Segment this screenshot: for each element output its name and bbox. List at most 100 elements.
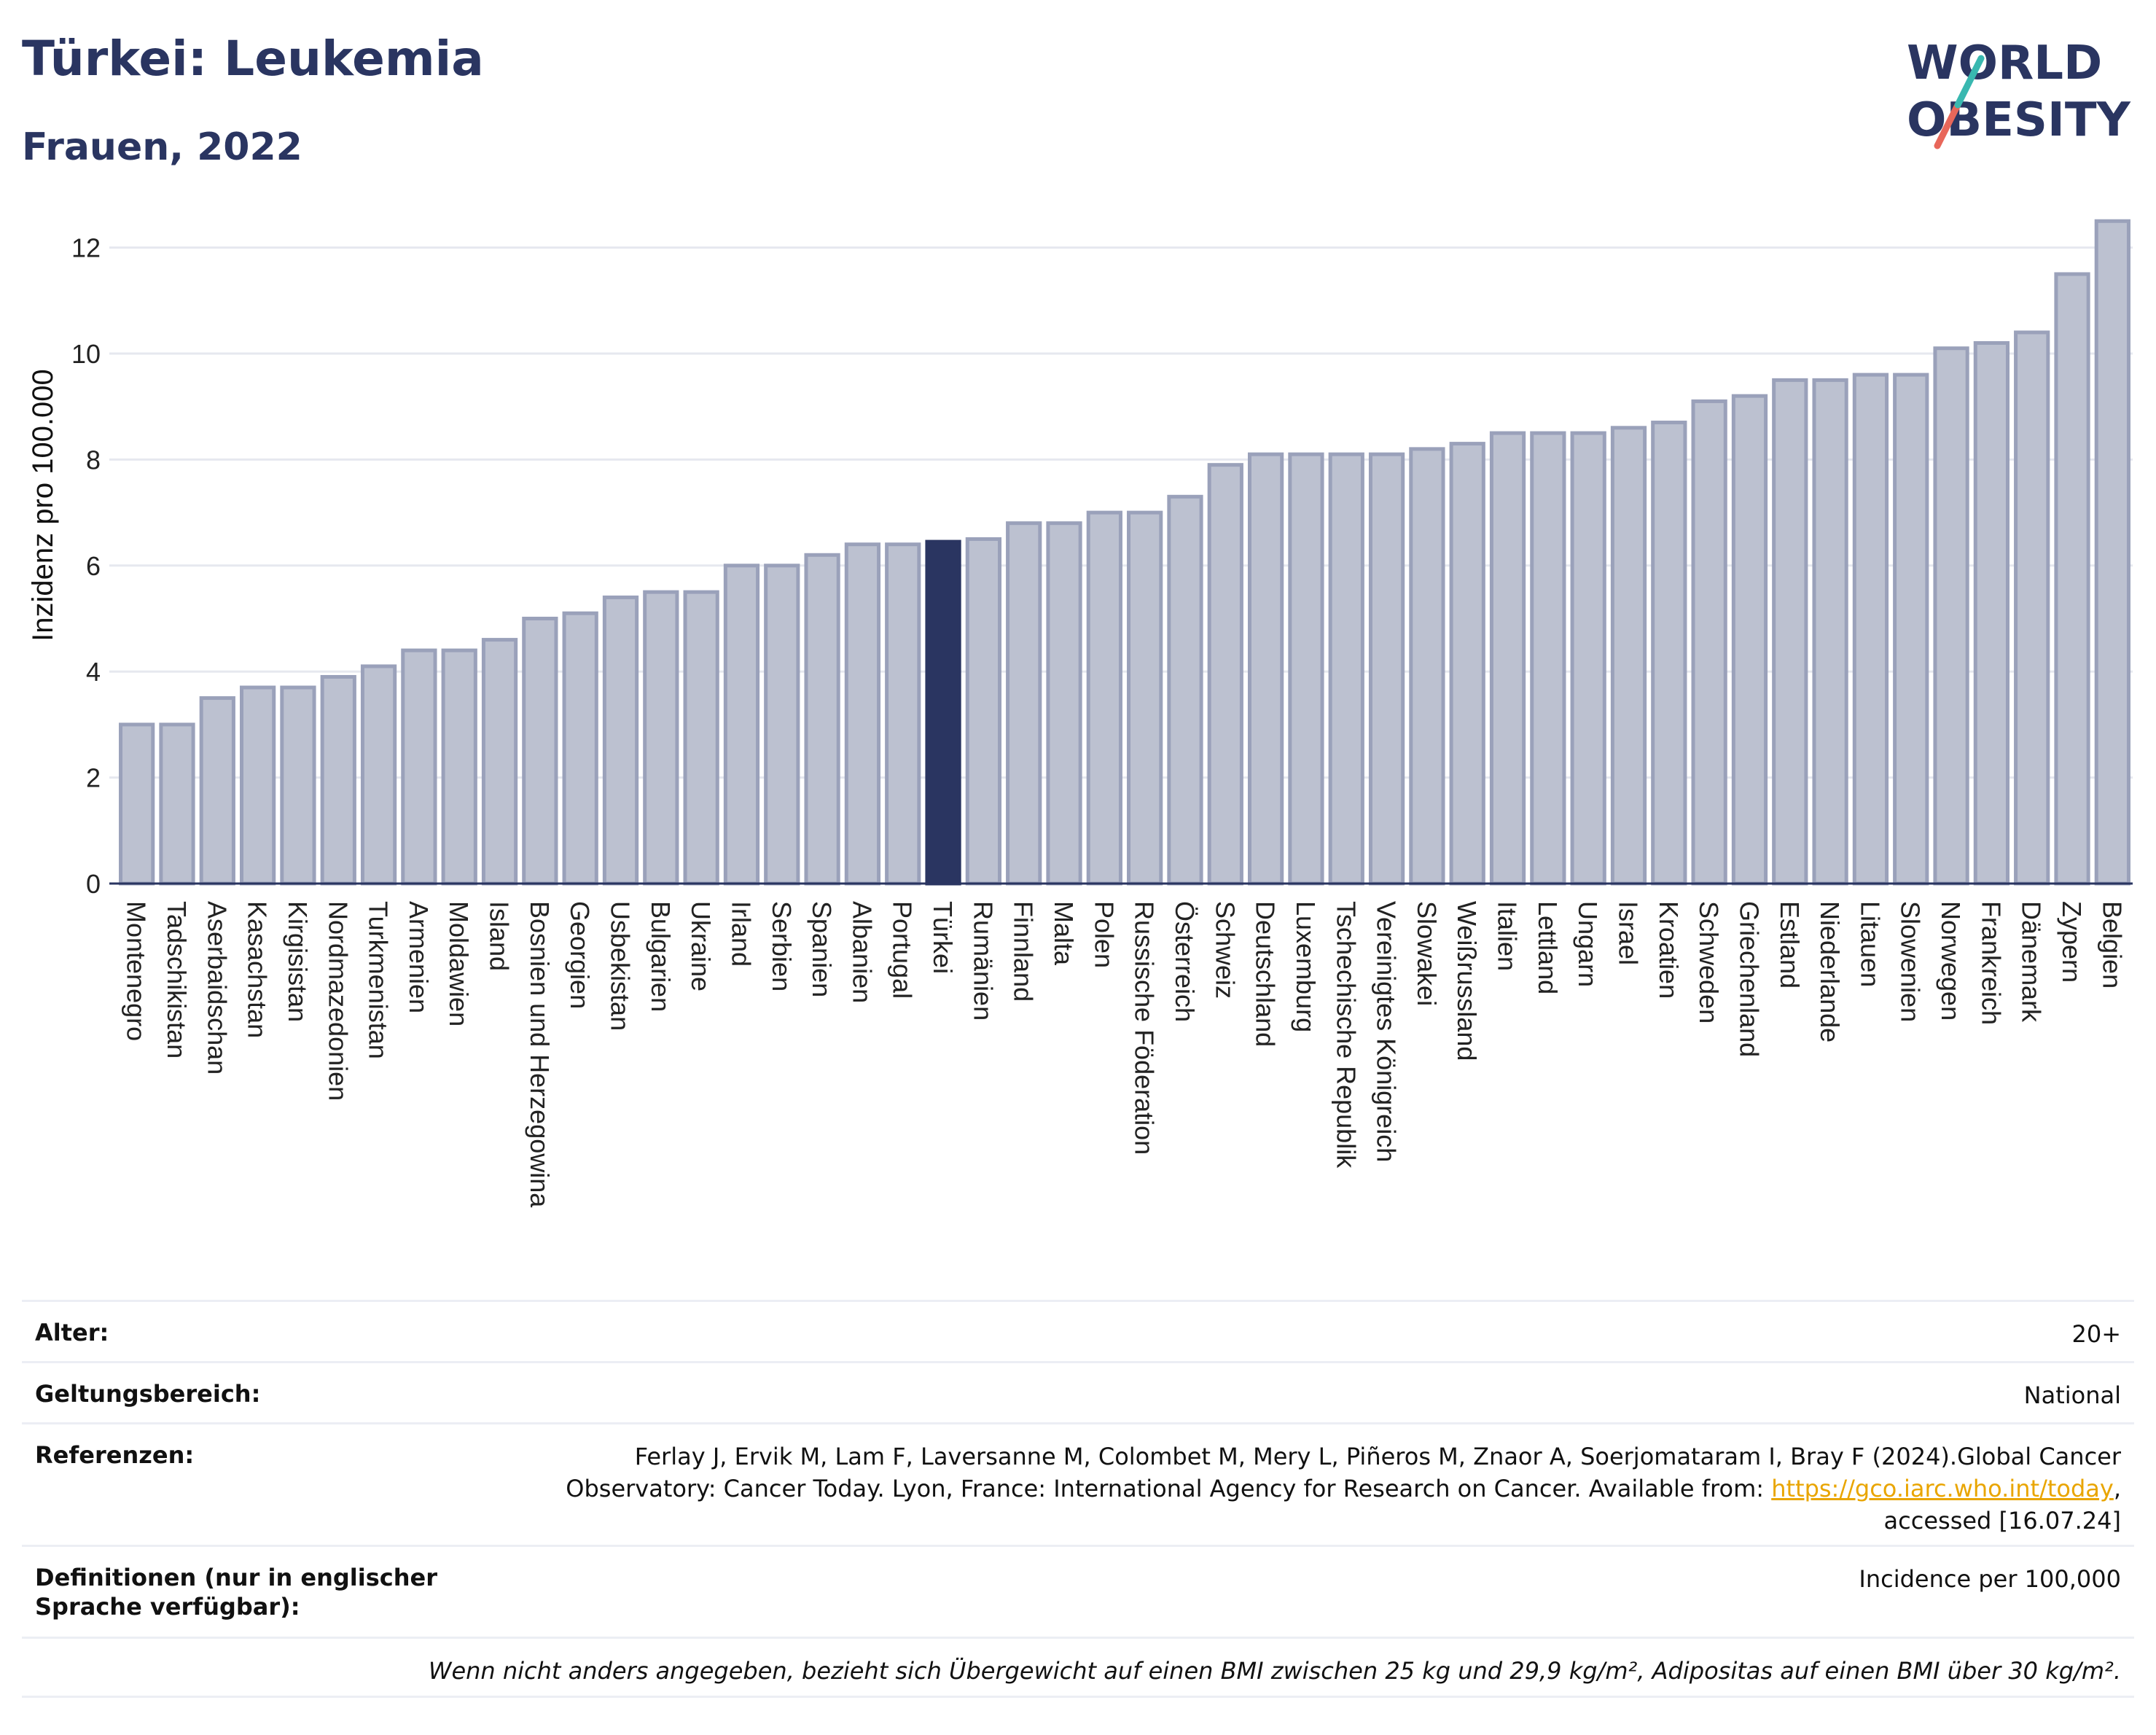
- x-tick-label: Slowenien: [1896, 901, 1926, 1022]
- definitions-value: Incidence per 100,000: [1859, 1565, 2121, 1593]
- x-tick-label: Irland: [726, 901, 756, 967]
- x-tick-label: Norwegen: [1936, 901, 1966, 1021]
- bar: [280, 685, 316, 886]
- bar: [1933, 346, 1969, 886]
- x-tick-label: Belgien: [2097, 901, 2127, 989]
- references-label: Referenzen:: [35, 1441, 195, 1469]
- y-axis-label: Inzidenz pro 100.000: [27, 369, 59, 642]
- bar: [683, 590, 719, 886]
- bar: [441, 648, 477, 886]
- bar: [1449, 442, 1485, 886]
- references-line2: Observatory: Cancer Today. Lyon, France:…: [566, 1473, 2121, 1505]
- x-tick-label: Russische Föderation: [1130, 901, 1160, 1155]
- bar: [1328, 452, 1364, 886]
- y-tick-label: 6: [86, 551, 101, 581]
- x-tick-label: Luxemburg: [1291, 901, 1321, 1032]
- x-tick-label: Niederlande: [1815, 901, 1845, 1042]
- chart-title: Türkei: Leukemia: [22, 31, 484, 87]
- x-tick-label: Italien: [1493, 901, 1523, 971]
- x-tick-label: Türkei: [928, 901, 958, 974]
- bar: [1288, 452, 1324, 886]
- references-line2-text: Observatory: Cancer Today. Lyon, France:…: [566, 1475, 1772, 1502]
- x-tick-label: Ukraine: [686, 901, 716, 991]
- bar: [1046, 521, 1082, 886]
- x-tick-label: Schweiz: [1210, 901, 1240, 999]
- x-tick-label: Georgien: [565, 901, 595, 1009]
- bar: [239, 685, 276, 886]
- scope-label: Geltungsbereich:: [35, 1380, 261, 1408]
- bar: [1368, 452, 1405, 886]
- bar: [2094, 219, 2130, 886]
- bar: [562, 611, 598, 886]
- bar: [885, 542, 921, 886]
- x-tick-label: Tadschikistan: [162, 901, 192, 1058]
- bar: [401, 648, 437, 886]
- x-tick-label: Österreich: [1170, 901, 1200, 1022]
- x-tick-label: Estland: [1775, 901, 1805, 989]
- references-value: Ferlay J, Ervik M, Lam F, Laversanne M, …: [566, 1440, 2121, 1537]
- x-tick-label: Turkmenistan: [364, 901, 394, 1059]
- references-line2-end: ,: [2113, 1475, 2121, 1502]
- age-label: Alter:: [35, 1319, 109, 1346]
- bar: [1691, 399, 1727, 886]
- y-tick-label: 12: [71, 233, 101, 263]
- x-tick-label: Albanien: [847, 901, 877, 1003]
- y-tick-label: 0: [86, 869, 101, 899]
- bar: [1006, 521, 1042, 886]
- bar: [1167, 494, 1203, 886]
- x-tick-label: Bosnien und Herzegowina: [525, 901, 555, 1208]
- x-tick-label: Malta: [1049, 901, 1079, 966]
- x-tick-label: Polen: [1089, 901, 1119, 968]
- meta-row-age: Alter: 20+: [22, 1300, 2134, 1361]
- x-tick-label: Zypern: [2057, 901, 2087, 983]
- bar: [965, 537, 1002, 886]
- bar: [2014, 330, 2050, 886]
- x-tick-label: Lettland: [1533, 901, 1563, 994]
- x-tick-label: Frankreich: [1976, 901, 2006, 1025]
- logo-slash-teal: [1954, 55, 1985, 109]
- logo-slash-coral: [1934, 101, 1961, 149]
- meta-row-references: Referenzen: Ferlay J, Ervik M, Lam F, La…: [22, 1422, 2134, 1545]
- meta-row-definitions: Definitionen (nur in englischer Sprache …: [22, 1545, 2134, 1637]
- x-tick-label: Vereinigtes Königreich: [1372, 901, 1402, 1162]
- x-tick-label: Moldawien: [444, 901, 474, 1026]
- logo-line1: WORLD: [1907, 36, 2102, 90]
- bar: [1570, 431, 1606, 886]
- x-tick-label: Aserbaidschan: [202, 901, 232, 1075]
- x-tick-label: Armenien: [404, 901, 434, 1013]
- references-link[interactable]: https://gco.iarc.who.int/today: [1771, 1475, 2114, 1502]
- x-tick-label: Tschechische Republik: [1331, 901, 1361, 1169]
- world-obesity-logo: WORLD OBESITY: [1907, 36, 2130, 149]
- x-tick-label: Schweden: [1694, 901, 1724, 1024]
- x-tick-label: Litauen: [1855, 901, 1885, 987]
- x-tick-label: Finnland: [1009, 901, 1039, 1002]
- x-tick-label: Ungarn: [1573, 901, 1603, 987]
- chart-subtitle: Frauen, 2022: [22, 125, 302, 169]
- x-tick-label: Deutschland: [1251, 901, 1281, 1047]
- x-tick-label: Griechenland: [1734, 901, 1764, 1057]
- bar: [1772, 378, 1808, 886]
- bar: [2054, 272, 2090, 886]
- x-tick-label: Nordmazedonien: [323, 901, 353, 1101]
- bar: [1610, 426, 1647, 886]
- y-tick-label: 4: [86, 657, 101, 687]
- x-tick-label: Dänemark: [2017, 901, 2047, 1023]
- references-line3: accessed [16.07.24]: [1883, 1507, 2121, 1535]
- x-tick-label: Serbien: [767, 901, 797, 991]
- y-tick-label: 2: [86, 763, 101, 793]
- y-tick-label: 8: [86, 445, 101, 475]
- bar-chart: 0 2 4 6 8 10 12 Montenegro Tadschikistan Aserbai…: [27, 219, 2133, 1208]
- metadata-table: Alter: 20+ Geltungsbereich: National Ref…: [22, 1300, 2134, 1698]
- x-tick-label: Kasachstan: [243, 901, 273, 1038]
- bar: [1409, 447, 1445, 886]
- bar: [643, 590, 679, 886]
- bar-highlight: [925, 539, 961, 886]
- bar: [1530, 431, 1566, 886]
- bar: [764, 564, 800, 886]
- x-tick-label: Kroatien: [1654, 901, 1684, 999]
- bars: [119, 219, 2130, 886]
- meta-row-note: Wenn nicht anders angegeben, bezieht sic…: [22, 1637, 2134, 1698]
- bar: [1731, 394, 1768, 886]
- bar: [804, 553, 840, 886]
- x-tick-label: Montenegro: [122, 901, 152, 1041]
